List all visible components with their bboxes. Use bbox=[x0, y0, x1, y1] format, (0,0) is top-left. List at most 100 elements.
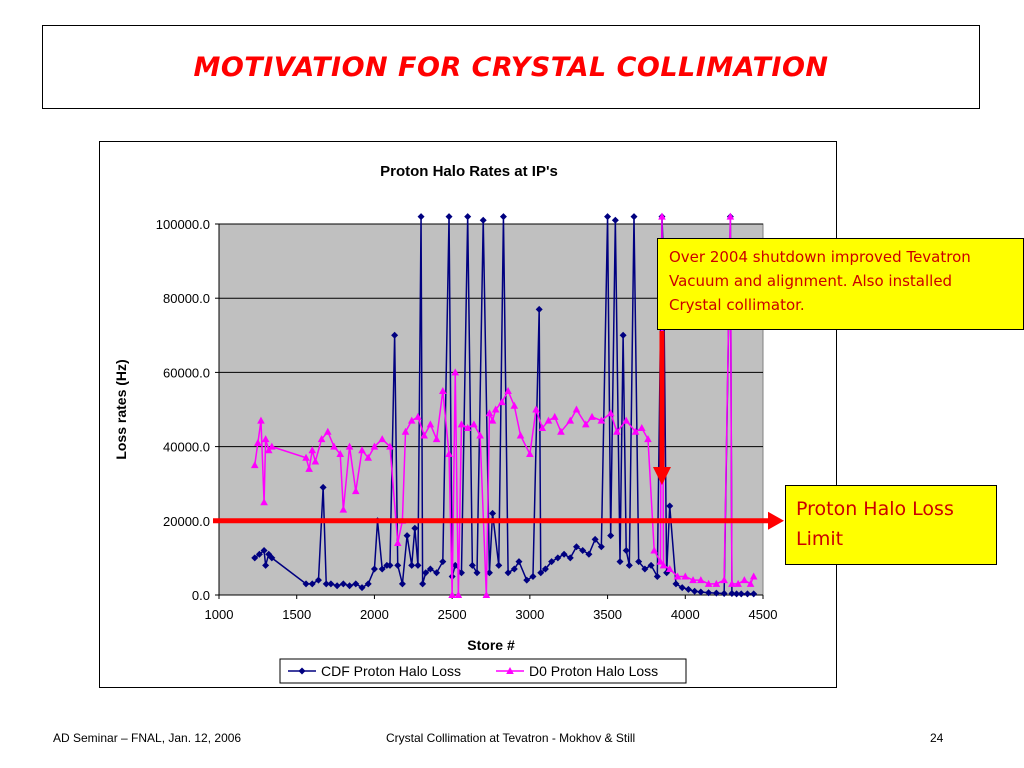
d0-point bbox=[401, 427, 410, 435]
d0-point bbox=[689, 576, 697, 584]
cdf-point bbox=[728, 590, 736, 598]
cdf-point bbox=[647, 561, 655, 569]
d0-point bbox=[308, 446, 317, 454]
cdf-point bbox=[737, 590, 745, 598]
shutdown-note-line2: Vacuum and alignment. Also installed bbox=[669, 272, 953, 290]
d0-point bbox=[451, 368, 460, 376]
cdf-point bbox=[653, 572, 661, 580]
cdf-point bbox=[308, 580, 316, 588]
shutdown-note: Over 2004 shutdown improved Tevatron Vac… bbox=[657, 238, 1024, 330]
cdf-point bbox=[327, 580, 335, 588]
d0-point bbox=[426, 420, 435, 428]
cdf-point bbox=[705, 589, 713, 597]
cdf-point bbox=[262, 561, 270, 569]
cdf-point bbox=[464, 213, 472, 221]
cdf-point bbox=[537, 569, 545, 577]
d0-point bbox=[407, 416, 416, 424]
d0-point bbox=[504, 386, 512, 394]
cdf-point bbox=[468, 561, 476, 569]
chart-svg: 0.0 20000.0 40000.0 60000.0 80000.0 100000.0 1… bbox=[113, 163, 784, 684]
d0-point bbox=[491, 405, 500, 413]
cdf-point bbox=[398, 580, 406, 588]
cdf-point bbox=[630, 213, 638, 221]
cdf-point bbox=[523, 576, 531, 584]
cdf-point bbox=[611, 216, 619, 224]
shutdown-arrow-head bbox=[652, 467, 671, 485]
d0-point bbox=[740, 576, 749, 584]
x-tick-label: 4500 bbox=[749, 607, 778, 622]
d0-point bbox=[613, 427, 621, 435]
cdf-point bbox=[394, 561, 402, 569]
d0-point bbox=[697, 576, 705, 584]
y-tick-label: 100000.0 bbox=[156, 217, 210, 232]
x-tick-label: 3500 bbox=[593, 607, 622, 622]
chart-title: Proton Halo Rates at IP's bbox=[380, 163, 558, 180]
d0-point bbox=[445, 450, 453, 458]
d0-point bbox=[712, 579, 721, 587]
cdf-point bbox=[616, 558, 624, 566]
y-tick-label: 20000.0 bbox=[163, 514, 210, 529]
cdf-point bbox=[378, 565, 386, 573]
d0-point bbox=[582, 420, 590, 428]
d0-point bbox=[439, 386, 447, 394]
cdf-point bbox=[572, 543, 580, 551]
d0-point bbox=[317, 435, 326, 443]
cdf-point bbox=[479, 216, 487, 224]
d0-point bbox=[588, 412, 596, 420]
d0-point bbox=[358, 446, 366, 454]
cdf-point bbox=[635, 558, 643, 566]
cdf-point bbox=[504, 569, 512, 577]
x-tick-label: 1500 bbox=[282, 607, 311, 622]
d0-point bbox=[659, 561, 668, 569]
cdf-point bbox=[619, 331, 627, 339]
cdf-point bbox=[346, 582, 354, 590]
d0-point bbox=[644, 435, 652, 443]
d0-point bbox=[597, 416, 606, 424]
cdf-point bbox=[750, 590, 758, 598]
d0-point bbox=[637, 424, 646, 432]
cdf-point bbox=[445, 213, 453, 221]
d0-point bbox=[414, 412, 422, 420]
limit-label: Proton Halo Loss Limit bbox=[785, 485, 997, 565]
d0-point bbox=[498, 398, 506, 406]
cdf-point bbox=[391, 331, 399, 339]
cdf-point bbox=[579, 546, 587, 554]
cdf-point bbox=[607, 532, 615, 540]
d0-point bbox=[305, 464, 313, 472]
cdf-point bbox=[419, 580, 427, 588]
legend-label: D0 Proton Halo Loss bbox=[529, 663, 658, 679]
d0-point bbox=[268, 442, 276, 450]
cdf-point bbox=[451, 561, 459, 569]
cdf-point bbox=[743, 590, 751, 598]
x-tick-label: 1000 bbox=[205, 607, 234, 622]
x-tick-label: 2000 bbox=[360, 607, 389, 622]
d0-point bbox=[264, 446, 273, 454]
y-tick-label: 0.0 bbox=[192, 588, 210, 603]
d0-point bbox=[650, 546, 658, 554]
cdf-point bbox=[489, 509, 497, 517]
d0-point bbox=[463, 424, 472, 432]
d0-point bbox=[393, 539, 402, 547]
cdf-point bbox=[641, 565, 649, 573]
cdf-point bbox=[333, 582, 341, 590]
page-number: 24 bbox=[930, 731, 944, 745]
d0-point bbox=[485, 409, 494, 417]
d0-point bbox=[728, 579, 736, 587]
limit-arrow-head bbox=[768, 511, 784, 530]
cdf-point bbox=[515, 558, 523, 566]
d0-point bbox=[364, 453, 373, 461]
cdf-point bbox=[554, 554, 562, 562]
cdf-point bbox=[433, 569, 441, 577]
cdf-point bbox=[426, 565, 434, 573]
cdf-point bbox=[672, 580, 680, 588]
legend-label: CDF Proton Halo Loss bbox=[321, 663, 461, 679]
cdf-point bbox=[260, 546, 268, 554]
cdf-point bbox=[422, 569, 430, 577]
cdf-point bbox=[712, 589, 720, 597]
d0-point bbox=[482, 591, 491, 598]
cdf-point bbox=[566, 554, 574, 562]
cdf-point bbox=[408, 561, 416, 569]
d0-point bbox=[378, 435, 386, 443]
cdf-point bbox=[560, 550, 568, 558]
cdf-point bbox=[319, 483, 327, 491]
